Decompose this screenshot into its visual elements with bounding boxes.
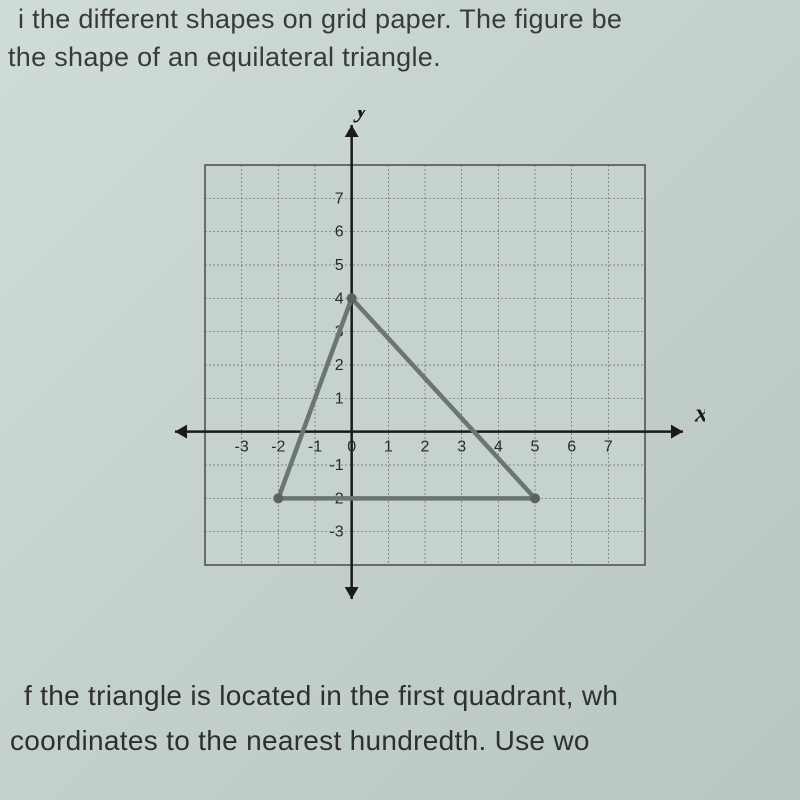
svg-text:5: 5	[335, 257, 344, 274]
question-text-line-1: f the triangle is located in the first q…	[24, 680, 618, 712]
svg-text:x: x	[694, 399, 705, 428]
problem-text-line-2: the shape of an equilateral triangle.	[8, 42, 441, 73]
svg-text:5: 5	[531, 439, 540, 456]
svg-text:2: 2	[335, 357, 344, 374]
svg-text:0: 0	[347, 439, 356, 456]
chart-svg: -3-2-101234567-3-2-11234567xy	[145, 110, 705, 610]
svg-text:4: 4	[335, 290, 344, 307]
svg-text:y: y	[353, 110, 368, 123]
svg-text:1: 1	[335, 390, 344, 407]
svg-text:-3: -3	[329, 524, 343, 541]
svg-text:3: 3	[457, 439, 466, 456]
svg-text:-2: -2	[271, 439, 285, 456]
svg-text:2: 2	[421, 439, 430, 456]
svg-text:1: 1	[384, 439, 393, 456]
svg-text:-1: -1	[329, 457, 343, 474]
svg-text:7: 7	[335, 190, 344, 207]
svg-text:-1: -1	[308, 439, 322, 456]
question-text-line-2: coordinates to the nearest hundredth. Us…	[10, 725, 590, 757]
svg-text:7: 7	[604, 439, 613, 456]
svg-text:6: 6	[567, 439, 576, 456]
problem-text-line-1: i the different shapes on grid paper. Th…	[18, 4, 622, 35]
svg-text:6: 6	[335, 224, 344, 241]
coordinate-grid-chart: -3-2-101234567-3-2-11234567xy	[145, 110, 705, 610]
svg-text:-3: -3	[235, 439, 249, 456]
